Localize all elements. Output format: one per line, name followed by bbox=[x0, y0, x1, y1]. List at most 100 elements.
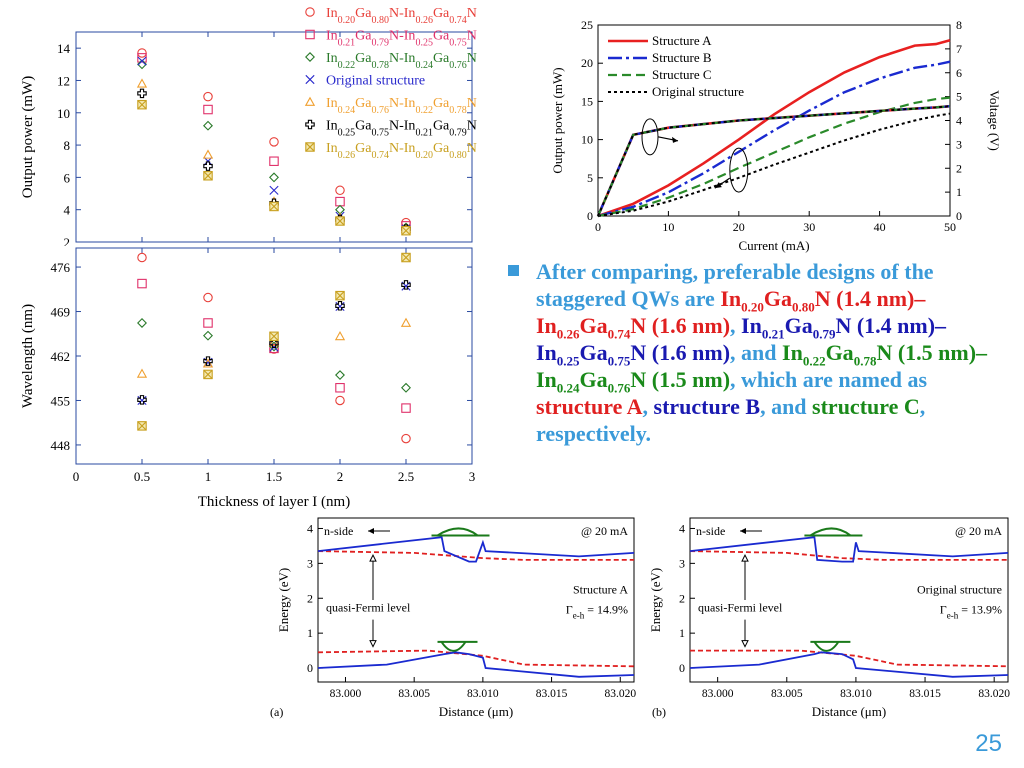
data-point-square bbox=[203, 318, 213, 328]
y-axis-label: Output power (mW) bbox=[550, 67, 565, 173]
data-point-diamond bbox=[137, 317, 147, 328]
legend-label: Structure B bbox=[652, 50, 712, 65]
data-point-circle bbox=[137, 48, 147, 58]
y-tick-label: 4 bbox=[307, 521, 313, 535]
quasi-fermi-p bbox=[690, 649, 1009, 668]
panel-label: (b) bbox=[652, 705, 666, 719]
plot-frame bbox=[75, 247, 473, 465]
wavelength-chart: 448 455 462 469 476 0 0.5 1 1.5 2 2.5 3 Wavelength (… bbox=[20, 247, 476, 510]
data-point-circle bbox=[203, 91, 213, 102]
subscript: 0.22 bbox=[802, 353, 826, 369]
data-point-plus bbox=[335, 301, 345, 311]
valence-band bbox=[689, 651, 1009, 678]
subscript: 0.74 bbox=[607, 326, 631, 342]
power-line bbox=[597, 60, 951, 218]
bullet-segment: , which are named as bbox=[730, 367, 928, 392]
data-point-boxx-x bbox=[137, 421, 147, 431]
data-point-cross bbox=[137, 56, 147, 66]
overlap-label: Γe-h = 13.9% bbox=[940, 602, 1002, 620]
structure-label: Original structure bbox=[917, 582, 1002, 596]
n-side-label: n-side bbox=[696, 524, 725, 538]
legend-marker bbox=[304, 96, 316, 106]
summary-text: After comparing, preferable designs of t… bbox=[536, 258, 1014, 447]
x-tick-label: 10 bbox=[662, 220, 674, 234]
legend-marker bbox=[305, 52, 315, 62]
fermi-arrowhead-down bbox=[741, 640, 749, 648]
data-point-boxx-x bbox=[335, 216, 345, 226]
data-point-circle bbox=[269, 137, 279, 147]
x-tick-label: 83.005 bbox=[771, 688, 803, 700]
data-point-triangle bbox=[400, 317, 412, 327]
y-tick-label: 25 bbox=[581, 18, 593, 32]
x-tick-label: 20 bbox=[733, 220, 745, 234]
hole-wavefunction bbox=[810, 640, 851, 652]
subscript: 0.24 bbox=[556, 380, 580, 396]
data-point-plus bbox=[137, 395, 147, 405]
data-point-plus bbox=[203, 161, 213, 171]
x-tick-label: 2.5 bbox=[398, 469, 414, 484]
subscript: 0.79 bbox=[812, 326, 836, 342]
legend-marker bbox=[305, 119, 315, 130]
x-tick-label: 1 bbox=[205, 469, 212, 484]
current-label: @ 20 mA bbox=[955, 524, 1002, 538]
data-point-circle bbox=[335, 185, 345, 196]
data-point-square bbox=[269, 156, 279, 166]
y-tick-label: 2 bbox=[307, 591, 313, 605]
data-point-boxx-x bbox=[137, 100, 147, 110]
y2-tick-label: 3 bbox=[956, 137, 962, 151]
n-side-arrowhead bbox=[368, 528, 374, 534]
data-point-boxx-x bbox=[203, 171, 213, 181]
x-tick-label: 83.015 bbox=[536, 688, 568, 700]
fermi-arrowhead-up bbox=[369, 554, 377, 562]
x-tick-label: 3 bbox=[469, 469, 476, 484]
y-tick-label: 0 bbox=[307, 661, 313, 675]
bullet-marker bbox=[508, 265, 519, 276]
bullet-segment: , and bbox=[760, 394, 813, 419]
y-tick-label: 448 bbox=[51, 438, 71, 453]
subscript: 0.25 bbox=[556, 353, 580, 369]
voltage-arrowhead bbox=[672, 136, 678, 143]
data-point-boxx-x bbox=[401, 226, 411, 236]
plot-frame bbox=[597, 24, 951, 217]
y-tick-label: 6 bbox=[64, 170, 71, 185]
band-diagram-structure-a: 0 1 2 3 4 83.000 83.005 83.010 83.015 83.020 Dista… bbox=[270, 517, 636, 719]
y-tick-label: 5 bbox=[587, 171, 593, 185]
legend-marker-x bbox=[305, 142, 315, 152]
x-tick-label: 83.020 bbox=[604, 688, 636, 700]
legend-label: In0.25Ga0.75N-In0.21Ga0.79N bbox=[326, 119, 477, 139]
electron-wavefunction bbox=[431, 527, 490, 537]
legend-label: Original structure bbox=[652, 84, 744, 99]
x-tick-label: 0 bbox=[73, 469, 80, 484]
power-line bbox=[597, 96, 951, 218]
y2-tick-label: 6 bbox=[956, 66, 962, 80]
legend-label: Structure C bbox=[652, 67, 712, 82]
x-tick-label: 83.005 bbox=[398, 688, 430, 700]
data-point-square bbox=[203, 104, 213, 115]
panel-label: (a) bbox=[270, 705, 283, 719]
x-axis-label: Thickness of layer I (nm) bbox=[198, 494, 350, 510]
x-tick-label: 50 bbox=[944, 220, 956, 234]
data-point-square bbox=[335, 383, 345, 393]
x-tick-label: 1.5 bbox=[266, 469, 282, 484]
y-tick-label: 476 bbox=[51, 260, 71, 275]
y-tick-label: 10 bbox=[57, 106, 70, 121]
data-point-square bbox=[269, 343, 279, 354]
x-tick-label: 83.000 bbox=[702, 688, 734, 700]
power-arrowhead bbox=[714, 182, 722, 189]
x-tick-label: 83.010 bbox=[467, 688, 499, 700]
y-axis-label: Wavelength (nm) bbox=[20, 304, 36, 408]
data-point-triangle bbox=[136, 368, 148, 378]
bullet-segment: After comparing, preferable designs of t… bbox=[536, 259, 934, 311]
y-tick-label: 15 bbox=[581, 94, 593, 108]
y2-tick-label: 0 bbox=[956, 209, 962, 223]
electron-wavefunction bbox=[804, 527, 863, 537]
data-point-square bbox=[401, 403, 411, 413]
subscript: 0.78 bbox=[853, 353, 877, 369]
y-axis-label: Energy (eV) bbox=[648, 568, 663, 632]
y-tick-label: 12 bbox=[57, 73, 70, 88]
bullet-segment: structure B bbox=[653, 394, 761, 419]
page-number: 25 bbox=[975, 730, 1002, 757]
y-tick-label: 3 bbox=[679, 556, 685, 570]
current-label: @ 20 mA bbox=[581, 524, 628, 538]
legend-label: Structure A bbox=[652, 33, 712, 48]
